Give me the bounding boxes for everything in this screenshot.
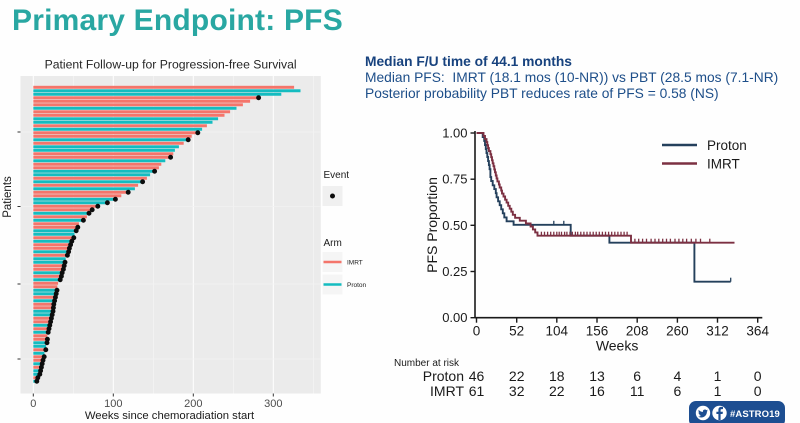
svg-text:6: 6 xyxy=(633,368,641,384)
svg-text:61: 61 xyxy=(469,383,485,399)
svg-text:4: 4 xyxy=(674,368,682,384)
svg-text:Number at risk: Number at risk xyxy=(394,358,460,369)
svg-text:Weeks: Weeks xyxy=(596,338,639,354)
svg-text:16: 16 xyxy=(589,383,605,399)
svg-text:PFS Proportion: PFS Proportion xyxy=(424,177,440,273)
svg-text:Weeks since chemoradiation sta: Weeks since chemoradiation start xyxy=(85,410,255,422)
svg-text:32: 32 xyxy=(509,383,525,399)
svg-text:6: 6 xyxy=(674,383,682,399)
svg-text:1: 1 xyxy=(714,368,722,384)
svg-text:312: 312 xyxy=(706,324,729,339)
svg-text:1: 1 xyxy=(714,383,722,399)
svg-text:260: 260 xyxy=(666,324,689,339)
svg-text:0.25: 0.25 xyxy=(442,264,467,279)
svg-text:156: 156 xyxy=(586,324,609,339)
svg-text:0.75: 0.75 xyxy=(442,172,467,187)
svg-text:208: 208 xyxy=(626,324,649,339)
svg-text:Proton: Proton xyxy=(347,282,367,289)
svg-text:13: 13 xyxy=(589,368,605,384)
svg-text:0.00: 0.00 xyxy=(442,310,467,325)
svg-text:IMRT: IMRT xyxy=(707,157,740,172)
svg-text:IMRT: IMRT xyxy=(347,260,363,267)
svg-text:100: 100 xyxy=(104,398,122,410)
svg-text:364: 364 xyxy=(746,324,769,339)
svg-text:IMRT: IMRT xyxy=(430,383,464,399)
svg-text:Event: Event xyxy=(324,170,350,181)
svg-text:104: 104 xyxy=(546,324,569,339)
svg-text:Proton: Proton xyxy=(423,368,464,384)
svg-text:18: 18 xyxy=(549,368,565,384)
svg-text:0: 0 xyxy=(473,324,481,339)
svg-text:300: 300 xyxy=(264,398,282,410)
svg-text:46: 46 xyxy=(469,368,485,384)
svg-text:Patient Follow-up for Progress: Patient Follow-up for Progression-free S… xyxy=(45,58,297,72)
svg-text:0: 0 xyxy=(754,383,762,399)
svg-text:200: 200 xyxy=(184,398,202,410)
svg-text:Patients: Patients xyxy=(2,176,14,218)
svg-text:Proton: Proton xyxy=(707,138,747,153)
svg-text:Arm: Arm xyxy=(324,238,342,249)
svg-text:0: 0 xyxy=(754,368,762,384)
svg-text:22: 22 xyxy=(509,368,525,384)
svg-text:22: 22 xyxy=(549,383,565,399)
svg-text:0.50: 0.50 xyxy=(442,218,467,233)
svg-text:0: 0 xyxy=(30,398,36,410)
svg-text:52: 52 xyxy=(509,324,524,339)
svg-text:1.00: 1.00 xyxy=(442,126,467,141)
svg-text:11: 11 xyxy=(630,383,645,399)
